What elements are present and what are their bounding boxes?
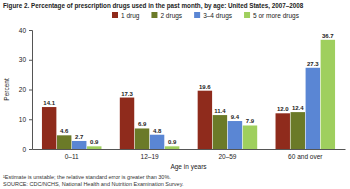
chart: Figure 2. Percentage of prescription dru… [0, 0, 350, 189]
bar [321, 40, 335, 149]
bar [213, 115, 227, 149]
y-tick-mark [29, 149, 32, 150]
data-label: 7.9 [246, 118, 255, 124]
footnote: ¹Estimate is unstable; the relative stan… [3, 174, 171, 180]
x-tick-label: 0–11 [65, 153, 79, 160]
bar [291, 112, 305, 149]
bar [135, 128, 149, 149]
y-tick: 10 [19, 116, 32, 123]
bar [42, 107, 56, 149]
data-label: 4.6 [60, 128, 69, 134]
bar [198, 91, 212, 149]
x-axis-line [33, 149, 346, 150]
data-label: 4.8 [153, 128, 162, 134]
legend-swatch [151, 12, 157, 18]
plot: 14.1 17.3 19.6 12.0 4.6 6.9 11.4 12.4 2.7 4.8 9.4 2… [19, 27, 346, 160]
data-label: 12.4 [292, 105, 304, 111]
legend-item: 1 drug [112, 12, 140, 20]
bar [150, 135, 164, 149]
data-label: 11.4 [214, 108, 226, 114]
y-axis-line [29, 31, 33, 150]
data-label: 2.7 [75, 134, 84, 140]
bar [243, 125, 257, 149]
bar [276, 113, 290, 149]
bar [165, 146, 179, 149]
data-label: 19.6 [199, 84, 211, 90]
x-tick-label: 60 and over [288, 153, 323, 160]
y-tick-label: 0 [22, 146, 26, 153]
legend-label: 3–4 drugs [203, 12, 233, 20]
y-tick-mark [29, 30, 32, 31]
legend-item: 3–4 drugs [194, 12, 233, 20]
y-tick-label: 20 [19, 86, 27, 93]
bars [42, 40, 335, 149]
bar [120, 98, 134, 149]
x-axis-title: Age in years [170, 163, 207, 171]
x-axis: 0–11 12–19 20–59 60 and over [33, 150, 346, 160]
title: Figure 2. Percentage of prescription dru… [3, 2, 304, 10]
data-label: 17.3 [121, 91, 133, 97]
y-tick-mark [29, 119, 32, 120]
x-tick: 0–11 [65, 153, 79, 160]
y-tick-label: 30 [19, 56, 27, 63]
legend-label: 5 or more drugs [253, 12, 300, 20]
legend-swatch [112, 12, 118, 18]
bar [57, 135, 71, 149]
legend-label: 1 drug [121, 12, 140, 20]
y-tick: 0 [22, 146, 32, 153]
legend: 1 drug 2 drugs 3–4 drugs 5 or more drugs [112, 12, 300, 20]
y-tick-mark [29, 60, 32, 61]
y-tick-mark [29, 90, 32, 91]
y-tick-label: 10 [19, 116, 27, 123]
y-tick: 40 [19, 27, 32, 34]
x-tick: 12–19 [141, 153, 159, 160]
y-tick: 20 [19, 86, 32, 93]
x-tick: 20–59 [218, 153, 236, 160]
bar [306, 68, 320, 149]
legend-item: 2 drugs [151, 12, 182, 20]
footnote: SOURCE: CDC/NCHS, National Health and Nu… [3, 181, 184, 187]
legend-item: 5 or more drugs [244, 12, 300, 20]
legend-swatch [194, 12, 200, 18]
data-label: 27.3 [307, 61, 319, 67]
bar [72, 141, 86, 149]
data-label: 14.1 [43, 100, 55, 106]
bar [228, 121, 242, 149]
y-axis-title: Percent [3, 78, 10, 101]
data-label: 0.9 [90, 139, 99, 145]
data-label: 36.7 [322, 33, 334, 39]
x-tick-label: 20–59 [218, 153, 236, 160]
data-label: 12.0 [277, 106, 289, 112]
x-tick: 60 and over [288, 153, 323, 160]
x-tick-label: 12–19 [141, 153, 159, 160]
y-axis: 0 10 20 30 40 [19, 27, 33, 153]
legend-label: 2 drugs [160, 12, 182, 20]
data-label: 0.9 [168, 139, 177, 145]
bar [87, 146, 101, 149]
y-tick: 30 [19, 56, 32, 63]
legend-swatch [244, 12, 250, 18]
data-label: 9.4 [231, 114, 240, 120]
y-tick-label: 40 [19, 27, 27, 34]
data-label: 6.9 [138, 121, 147, 127]
data-labels: 14.1 17.3 19.6 12.0 4.6 6.9 11.4 12.4 2.7 4.8 9.4 2… [43, 33, 334, 146]
